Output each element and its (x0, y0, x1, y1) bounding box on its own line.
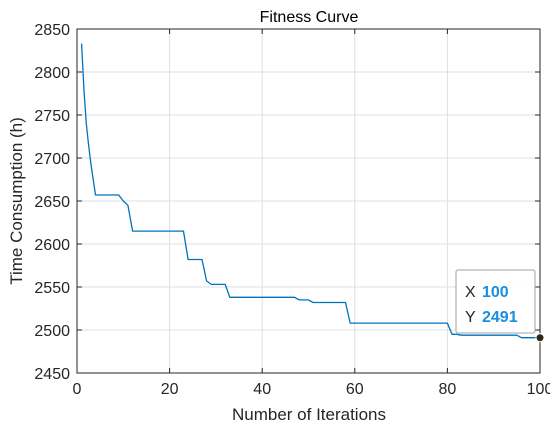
datatip-box (455, 269, 536, 334)
datatip[interactable]: X 100 Y 2491 (455, 269, 545, 343)
x-tick-label: 40 (253, 381, 271, 398)
datatip-x-value: 100 (482, 284, 509, 301)
x-tick-label: 100 (527, 381, 550, 398)
datatip-marker (535, 333, 545, 343)
x-tick-label: 60 (346, 381, 364, 398)
x-tick-label: 0 (73, 381, 82, 398)
y-tick-label: 2500 (34, 323, 70, 340)
y-tick-label: 2600 (34, 237, 70, 254)
datatip-x-label: X (465, 284, 476, 301)
y-tick-label: 2650 (34, 194, 70, 211)
datatip-y-label: Y (465, 309, 476, 326)
y-tick-label: 2450 (34, 366, 70, 383)
y-tick-label: 2800 (34, 65, 70, 82)
chart-title: Fitness Curve (260, 9, 359, 26)
y-tick-label: 2700 (34, 151, 70, 168)
x-tick-label: 20 (161, 381, 179, 398)
fitness-series-line (80, 43, 540, 339)
x-tick-label: 80 (439, 381, 457, 398)
x-axis-label: Number of Iterations (232, 405, 386, 424)
datatip-y-value: 2491 (482, 309, 518, 326)
tick-labels: 0 20 40 60 80 100 2450 2500 2550 2600 2650 2700 2750… (34, 22, 550, 398)
y-tick-label: 2850 (34, 22, 70, 39)
y-tick-label: 2750 (34, 108, 70, 125)
y-axis-label: Time Consumption (h) (7, 117, 26, 285)
series-layer (80, 43, 540, 339)
y-tick-label: 2550 (34, 280, 70, 297)
axes-box (76, 28, 541, 374)
